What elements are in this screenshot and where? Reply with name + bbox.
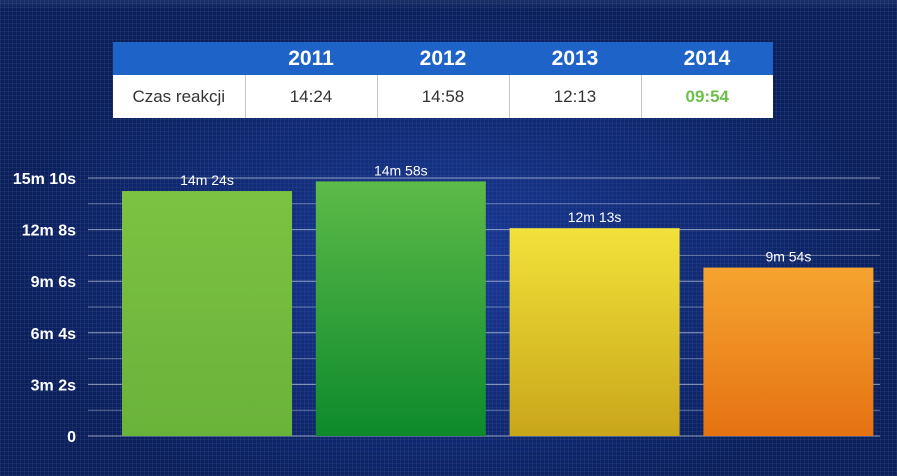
table-header-row: 2011 2012 2013 2014 bbox=[113, 42, 773, 75]
data-label-2011: 14m 24s bbox=[180, 172, 234, 188]
y-tick-label: 6m 4s bbox=[31, 326, 76, 343]
table-header-2014: 2014 bbox=[641, 42, 773, 75]
top-banner-strip bbox=[0, 0, 897, 10]
table-header-2013: 2013 bbox=[509, 42, 641, 75]
bar-2014 bbox=[703, 267, 874, 436]
table-row: Czas reakcji 14:24 14:58 12:13 09:54 bbox=[113, 75, 773, 118]
table-header-2011: 2011 bbox=[245, 42, 377, 75]
y-axis-ticks: 0 3m 2s 6m 4s 9m 6s 12m 8s 15m 10s bbox=[13, 171, 76, 446]
y-tick-label: 15m 10s bbox=[13, 171, 76, 188]
table-cell-2012: 14:58 bbox=[377, 75, 510, 118]
table-row-label: Czas reakcji bbox=[113, 75, 246, 118]
bar-2011 bbox=[122, 191, 292, 436]
y-tick-label: 3m 2s bbox=[31, 377, 76, 394]
y-tick-label: 12m 8s bbox=[22, 223, 76, 240]
y-tick-label: 9m 6s bbox=[31, 274, 76, 291]
table-header-2012: 2012 bbox=[377, 42, 509, 75]
chart-data-labels: 14m 24s 14m 58s 12m 13s 9m 54s bbox=[180, 162, 811, 264]
data-label-2012: 14m 58s bbox=[374, 162, 428, 178]
data-label-2013: 12m 13s bbox=[568, 209, 622, 225]
table-cell-2011: 14:24 bbox=[245, 75, 378, 118]
table-cell-2013: 12:13 bbox=[509, 75, 642, 118]
data-label-2014: 9m 54s bbox=[765, 249, 811, 265]
table-cell-2014: 09:54 bbox=[641, 75, 773, 118]
chart-bars bbox=[122, 181, 874, 436]
table-header-empty bbox=[113, 42, 245, 75]
reaction-time-table: 2011 2012 2013 2014 Czas reakcji 14:24 1… bbox=[113, 42, 773, 118]
bar-2013 bbox=[509, 228, 680, 436]
y-tick-label: 0 bbox=[67, 429, 76, 446]
bar-2012 bbox=[315, 181, 486, 436]
